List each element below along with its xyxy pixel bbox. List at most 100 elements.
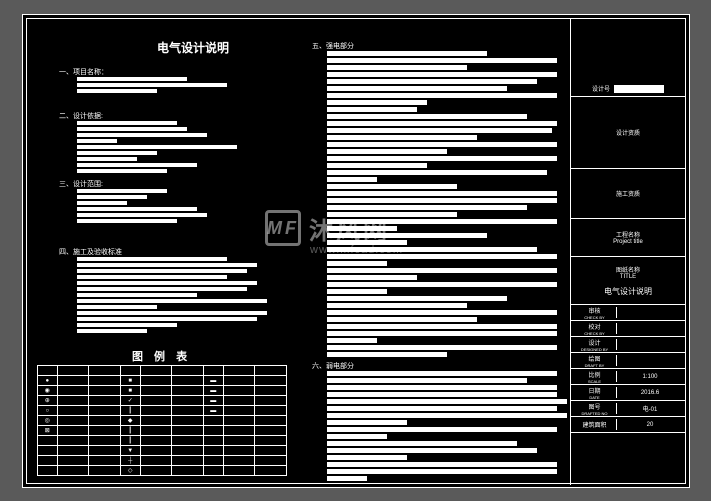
legend-cell bbox=[172, 396, 204, 406]
text-line bbox=[77, 157, 137, 161]
legend-cell bbox=[223, 436, 255, 446]
drawing-title-cell: 图纸名称 TITLE 电气设计说明 bbox=[571, 257, 685, 305]
legend-cell bbox=[255, 466, 287, 476]
text-line bbox=[77, 219, 177, 223]
text-line bbox=[327, 79, 537, 84]
legend-cell bbox=[140, 456, 172, 466]
legend-cell bbox=[203, 436, 223, 446]
text-line bbox=[327, 107, 417, 112]
legend-cell: ◇ bbox=[120, 466, 140, 476]
text-line bbox=[327, 413, 567, 418]
legend-cell: ┃ bbox=[120, 406, 140, 416]
drawing-name-value: 电气设计说明 bbox=[604, 286, 652, 297]
text-line bbox=[327, 441, 517, 446]
text-line bbox=[327, 65, 467, 70]
text-line bbox=[327, 406, 557, 411]
legend-cell bbox=[89, 436, 121, 446]
legend-cell: ⊕ bbox=[38, 396, 58, 406]
text-line bbox=[77, 83, 227, 87]
text-line bbox=[327, 420, 407, 425]
text-line bbox=[327, 296, 507, 301]
legend-cell bbox=[57, 376, 89, 386]
text-line bbox=[77, 269, 247, 273]
legend-cell bbox=[140, 406, 172, 416]
text-line bbox=[77, 281, 257, 285]
const-qual-cell: 施工资质 bbox=[571, 169, 685, 219]
titleblock-row: 校对CHECK BY bbox=[571, 321, 685, 337]
text-line bbox=[77, 139, 117, 143]
legend-header bbox=[172, 366, 204, 376]
text-line bbox=[77, 311, 267, 315]
legend-cell: ▬ bbox=[203, 406, 223, 416]
legend-cell bbox=[38, 436, 58, 446]
legend-header bbox=[223, 366, 255, 376]
legend-cell bbox=[203, 426, 223, 436]
legend-cell bbox=[140, 396, 172, 406]
legend-cell bbox=[172, 456, 204, 466]
text-line bbox=[77, 151, 157, 155]
legend-cell bbox=[57, 446, 89, 456]
text-line bbox=[327, 128, 552, 133]
legend-cell bbox=[223, 446, 255, 456]
legend-cell: ◎ bbox=[38, 416, 58, 426]
titleblock-row: 建筑面积20 bbox=[571, 417, 685, 433]
text-line bbox=[327, 476, 367, 481]
text-line bbox=[327, 121, 557, 126]
text-line bbox=[327, 142, 557, 147]
legend-header bbox=[89, 366, 121, 376]
legend-cell bbox=[223, 456, 255, 466]
titleblock-row: 比例SCALE1:100 bbox=[571, 369, 685, 385]
legend-cell bbox=[57, 386, 89, 396]
legend-cell: ▬ bbox=[203, 386, 223, 396]
section-left: 二、设计依据: bbox=[59, 111, 103, 121]
text-line bbox=[327, 135, 477, 140]
watermark: MF 沐风网 bbox=[265, 210, 390, 246]
design-qual-cell: 设计资质 bbox=[571, 97, 685, 169]
legend-cell: ◆ bbox=[120, 416, 140, 426]
section-left: 四、施工及验收标准 bbox=[59, 247, 122, 257]
legend-cell bbox=[223, 426, 255, 436]
text-line bbox=[327, 455, 407, 460]
legend-cell bbox=[172, 406, 204, 416]
text-line bbox=[77, 257, 227, 261]
text-line bbox=[327, 317, 477, 322]
legend-cell: ▬ bbox=[203, 376, 223, 386]
text-line bbox=[327, 184, 457, 189]
legend-cell: ◉ bbox=[38, 386, 58, 396]
legend-cell bbox=[140, 416, 172, 426]
legend-cell bbox=[172, 446, 204, 456]
text-line bbox=[327, 324, 557, 329]
section-right: 五、强电部分 bbox=[312, 41, 354, 51]
legend-cell: ┼ bbox=[120, 456, 140, 466]
legend-cell: ■ bbox=[120, 386, 140, 396]
text-line bbox=[77, 145, 237, 149]
text-line bbox=[327, 93, 557, 98]
text-line bbox=[327, 149, 447, 154]
section-left: 三、设计范围: bbox=[59, 179, 103, 189]
legend-header bbox=[140, 366, 172, 376]
legend-cell: ✓ bbox=[120, 396, 140, 406]
legend-cell: ┃ bbox=[120, 436, 140, 446]
legend-cell bbox=[255, 396, 287, 406]
legend-cell bbox=[89, 406, 121, 416]
text-line bbox=[77, 213, 207, 217]
text-line bbox=[77, 293, 197, 297]
legend-cell bbox=[172, 416, 204, 426]
legend-cell: ○ bbox=[38, 406, 58, 416]
legend-cell bbox=[140, 446, 172, 456]
text-line bbox=[327, 289, 387, 294]
text-line bbox=[327, 434, 387, 439]
legend-cell bbox=[255, 376, 287, 386]
text-line bbox=[327, 352, 447, 357]
text-line bbox=[77, 317, 257, 321]
text-line bbox=[327, 371, 557, 376]
legend-header bbox=[120, 366, 140, 376]
text-line bbox=[327, 385, 557, 390]
legend-cell: ● bbox=[38, 376, 58, 386]
legend-cell: ┃ bbox=[120, 426, 140, 436]
text-line bbox=[327, 100, 427, 105]
legend-cell bbox=[203, 466, 223, 476]
legend-cell bbox=[140, 386, 172, 396]
legend-cell bbox=[38, 466, 58, 476]
project-title-cell: 工程名称 Project title bbox=[571, 219, 685, 257]
